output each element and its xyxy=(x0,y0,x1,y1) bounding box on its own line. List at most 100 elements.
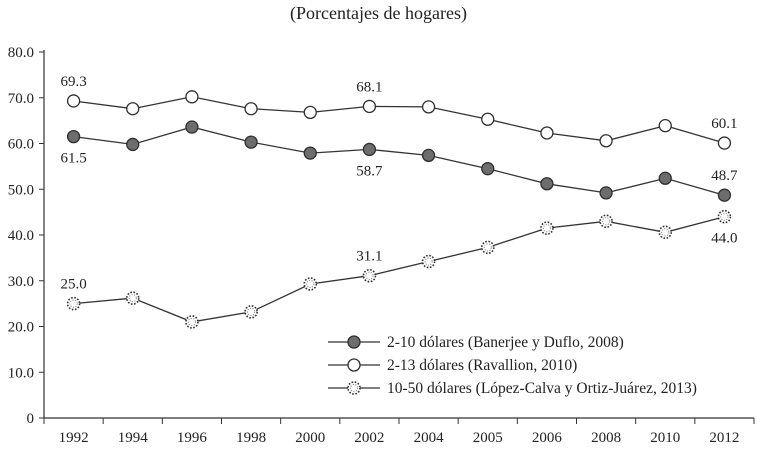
marker-fill xyxy=(658,171,672,185)
data-point-s0-1 xyxy=(126,137,140,152)
data-point-s0-0 xyxy=(66,129,81,144)
data-point-s2-8 xyxy=(540,221,554,235)
x-tick-label: 2004 xyxy=(414,430,445,446)
marker-outline xyxy=(480,240,495,255)
x-tick-label: 1998 xyxy=(236,430,266,446)
data-point-s2-0 xyxy=(66,296,81,311)
series-line-0 xyxy=(73,126,725,196)
y-tick-label: 40.0 xyxy=(8,228,34,244)
marker-inner xyxy=(187,317,197,327)
marker-inner xyxy=(365,271,374,280)
y-tick-label: 10.0 xyxy=(8,365,34,381)
legend-item-0: 2-10 dólares (Banerjee y Duflo, 2008) xyxy=(328,334,624,351)
x-tick-label: 2008 xyxy=(591,430,621,446)
data-point-s0-7 xyxy=(481,162,495,176)
marker-fill xyxy=(717,188,732,202)
y-tick-label: 70.0 xyxy=(8,91,34,107)
data-point-s1-6 xyxy=(421,100,436,114)
marker-outline xyxy=(244,102,258,116)
data-label: 58.7 xyxy=(356,163,383,179)
marker-outline xyxy=(362,99,377,114)
data-label: 60.1 xyxy=(711,116,737,132)
marker-fill xyxy=(362,142,377,157)
data-point-s2-2 xyxy=(185,315,199,329)
legend-label: 2-10 dólares (Banerjee y Duflo, 2008) xyxy=(387,334,624,351)
marker-outline xyxy=(421,254,436,269)
y-tick-label: 30.0 xyxy=(8,274,34,290)
y-tick-label: 60.0 xyxy=(8,137,34,153)
marker-fill xyxy=(303,146,317,160)
marker-outline xyxy=(717,136,732,150)
marker-inner xyxy=(661,228,670,237)
marker-inner xyxy=(349,383,359,393)
data-label: 68.1 xyxy=(356,79,382,95)
data-point-s1-1 xyxy=(126,102,140,116)
data-point-s0-3 xyxy=(244,135,258,149)
marker-outline xyxy=(347,381,361,395)
data-point-s2-9 xyxy=(599,214,613,229)
marker-outline xyxy=(717,209,732,224)
marker-outline xyxy=(658,119,672,133)
marker-inner xyxy=(69,299,78,308)
marker-outline xyxy=(66,296,81,311)
data-point-s0-4 xyxy=(303,146,317,160)
marker-outline xyxy=(599,134,613,148)
marker-fill xyxy=(66,129,81,144)
data-point-s2-7 xyxy=(480,240,495,255)
legend-marker xyxy=(347,381,361,395)
marker-inner xyxy=(720,212,729,221)
data-point-s1-4 xyxy=(303,105,317,120)
legend: 2-10 dólares (Banerjee y Duflo, 2008) 2-1… xyxy=(328,334,697,397)
lines-layer xyxy=(73,96,725,323)
data-point-s0-9 xyxy=(599,186,613,200)
data-point-s0-6 xyxy=(421,148,436,163)
marker-inner xyxy=(128,294,137,303)
marker-outline xyxy=(66,94,81,108)
marker-fill xyxy=(421,148,436,163)
marker-fill xyxy=(126,137,140,152)
marker-inner xyxy=(424,257,433,266)
x-tick-label: 1994 xyxy=(118,430,149,446)
markers-layer xyxy=(66,90,732,329)
data-point-s0-10 xyxy=(658,171,672,185)
data-point-s1-0 xyxy=(66,94,81,108)
marker-inner xyxy=(601,217,611,226)
series-line-1 xyxy=(73,96,725,144)
data-point-s1-11 xyxy=(717,136,732,150)
marker-outline xyxy=(540,126,554,140)
marker-outline xyxy=(303,105,317,120)
data-label: 44.0 xyxy=(711,231,737,247)
legend-marker xyxy=(347,335,361,349)
data-point-s0-2 xyxy=(185,120,199,134)
data-label: 61.5 xyxy=(60,151,86,167)
marker-outline xyxy=(126,102,140,116)
x-tick-label: 2012 xyxy=(709,430,739,446)
data-point-s2-1 xyxy=(125,291,140,305)
y-tick-label: 0 xyxy=(27,411,35,427)
marker-fill xyxy=(481,162,495,176)
data-point-s0-5 xyxy=(362,142,377,157)
marker-outline xyxy=(362,268,377,283)
marker-inner xyxy=(542,224,552,233)
marker-fill xyxy=(540,177,554,191)
data-point-s1-10 xyxy=(658,119,672,133)
marker-outline xyxy=(303,277,318,291)
x-tick-label: 1992 xyxy=(59,430,89,446)
labels-layer: 61.5 58.7 48.7 69.3 68.1 60.1 25.0 31.1 44.0 xyxy=(60,74,738,293)
y-tick-label: 50.0 xyxy=(8,182,34,198)
marker-outline xyxy=(244,305,258,319)
data-label: 25.0 xyxy=(60,277,86,293)
marker-outline xyxy=(347,358,361,372)
x-tick-label: 2000 xyxy=(295,430,325,446)
marker-outline xyxy=(185,315,199,329)
data-point-s1-7 xyxy=(481,112,495,126)
series-line-2 xyxy=(73,216,725,323)
x-tick-label: 2005 xyxy=(473,430,503,446)
marker-outline xyxy=(125,291,140,305)
data-point-s2-11 xyxy=(717,209,732,224)
legend-item-2: 10-50 dólares (López-Calva y Ortiz-Juáre… xyxy=(328,380,697,397)
marker-outline xyxy=(658,225,673,240)
marker-outline xyxy=(421,100,436,114)
